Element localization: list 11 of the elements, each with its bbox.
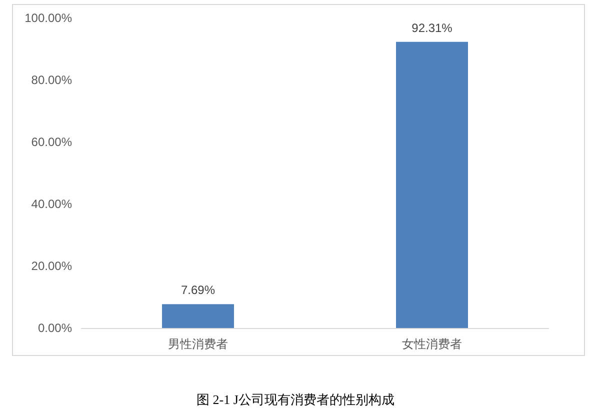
y-tick-label: 20.00% xyxy=(31,259,72,273)
x-tick-label: 男性消费者 xyxy=(168,337,228,351)
x-tick-label: 女性消费者 xyxy=(402,337,462,351)
y-tick-label: 40.00% xyxy=(31,197,72,211)
y-tick-label: 80.00% xyxy=(31,73,72,87)
caption: 图 2-1 J公司现有消费者的性别构成 xyxy=(196,392,394,407)
data-label: 92.31% xyxy=(412,20,453,35)
y-tick-label: 0.00% xyxy=(38,321,72,335)
y-tick-label: 100.00% xyxy=(24,11,72,25)
y-tick-label: 60.00% xyxy=(31,135,72,149)
data-label: 7.69% xyxy=(180,283,216,298)
